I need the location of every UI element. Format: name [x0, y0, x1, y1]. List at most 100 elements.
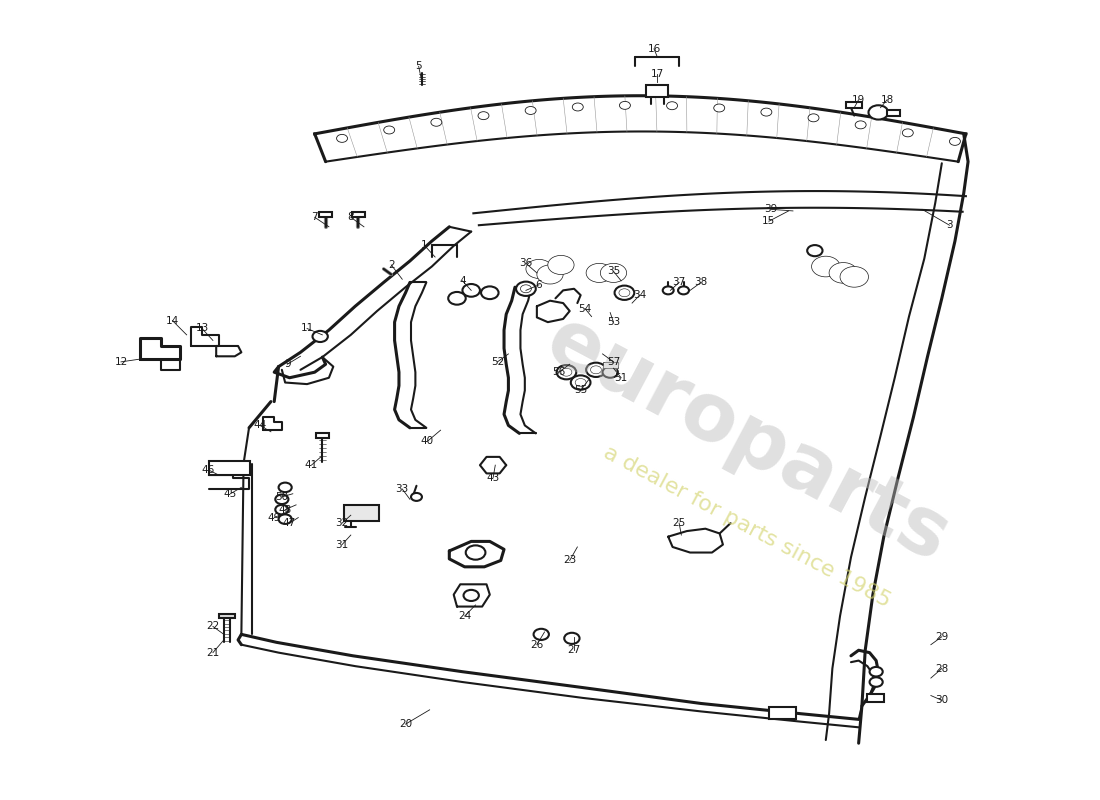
Text: 48: 48 — [278, 505, 292, 514]
Text: 12: 12 — [114, 357, 128, 367]
Text: 29: 29 — [935, 632, 948, 642]
Text: 54: 54 — [579, 304, 592, 314]
Text: 39: 39 — [764, 204, 778, 214]
Circle shape — [384, 126, 395, 134]
Text: 47: 47 — [283, 518, 296, 528]
Circle shape — [619, 102, 630, 110]
Text: 16: 16 — [647, 44, 661, 54]
Circle shape — [561, 368, 572, 376]
Text: 2: 2 — [388, 260, 395, 270]
Circle shape — [714, 104, 725, 112]
Circle shape — [553, 259, 569, 270]
Circle shape — [817, 260, 835, 273]
Text: 13: 13 — [196, 323, 209, 334]
Text: 27: 27 — [568, 646, 581, 655]
Bar — [868, 694, 883, 702]
Bar — [209, 461, 250, 475]
Circle shape — [870, 678, 882, 686]
Text: 8: 8 — [348, 212, 354, 222]
Circle shape — [278, 482, 292, 492]
Circle shape — [431, 118, 442, 126]
Circle shape — [411, 493, 422, 501]
Circle shape — [278, 514, 292, 524]
Circle shape — [564, 633, 580, 644]
Circle shape — [312, 331, 328, 342]
Circle shape — [840, 266, 869, 287]
Text: 43: 43 — [486, 473, 499, 483]
Text: 32: 32 — [336, 518, 349, 528]
Text: 19: 19 — [852, 94, 866, 105]
Text: 44: 44 — [253, 421, 266, 430]
Text: 26: 26 — [530, 640, 543, 650]
Text: 23: 23 — [563, 555, 576, 566]
Circle shape — [592, 267, 607, 278]
Text: 9: 9 — [284, 359, 290, 370]
Circle shape — [662, 286, 673, 294]
Text: 57: 57 — [607, 357, 620, 367]
Text: 18: 18 — [880, 94, 893, 105]
Text: 5: 5 — [416, 62, 422, 71]
Text: 41: 41 — [305, 460, 318, 470]
Circle shape — [678, 286, 689, 294]
Bar — [319, 212, 332, 218]
Text: 4: 4 — [459, 276, 465, 286]
Text: 31: 31 — [336, 539, 349, 550]
Circle shape — [619, 289, 630, 297]
Text: 28: 28 — [935, 663, 948, 674]
Text: europarts: europarts — [532, 301, 961, 578]
Circle shape — [586, 263, 613, 282]
Text: 20: 20 — [399, 719, 412, 729]
Bar — [846, 102, 862, 109]
Bar — [220, 614, 234, 618]
Bar — [647, 85, 668, 97]
Text: 38: 38 — [694, 278, 707, 287]
Circle shape — [812, 256, 840, 277]
Circle shape — [571, 375, 591, 390]
Bar — [769, 707, 796, 719]
Circle shape — [478, 112, 490, 120]
Text: 33: 33 — [396, 484, 409, 494]
Circle shape — [531, 263, 547, 274]
Text: 35: 35 — [607, 266, 620, 276]
Text: 56: 56 — [552, 367, 565, 377]
Circle shape — [526, 259, 552, 278]
Text: 37: 37 — [672, 278, 685, 287]
Circle shape — [870, 667, 882, 677]
Circle shape — [761, 108, 772, 116]
Text: 50: 50 — [275, 492, 288, 502]
Text: 7: 7 — [311, 212, 318, 222]
Circle shape — [548, 255, 574, 274]
Bar — [352, 212, 365, 218]
Circle shape — [337, 134, 348, 142]
Circle shape — [808, 114, 820, 122]
Circle shape — [902, 129, 913, 137]
Circle shape — [869, 106, 888, 119]
Bar — [887, 110, 900, 115]
Text: 11: 11 — [300, 323, 313, 334]
Text: 15: 15 — [762, 216, 776, 226]
Bar — [344, 505, 380, 521]
Circle shape — [601, 263, 627, 282]
Circle shape — [557, 365, 576, 379]
Text: 14: 14 — [166, 315, 179, 326]
Text: 51: 51 — [615, 373, 628, 382]
Circle shape — [542, 269, 558, 280]
Text: 24: 24 — [458, 611, 471, 621]
Circle shape — [586, 362, 606, 377]
Text: 49: 49 — [267, 513, 280, 522]
Text: a dealer for parts since 1985: a dealer for parts since 1985 — [600, 442, 894, 612]
Circle shape — [835, 266, 852, 279]
Circle shape — [448, 292, 465, 305]
Circle shape — [667, 102, 678, 110]
Text: 46: 46 — [202, 465, 216, 475]
Text: 25: 25 — [672, 518, 685, 528]
Circle shape — [606, 267, 621, 278]
Text: 17: 17 — [650, 70, 664, 79]
Text: 6: 6 — [536, 280, 542, 290]
Circle shape — [807, 245, 823, 256]
Circle shape — [516, 282, 536, 296]
Text: 45: 45 — [223, 489, 236, 498]
Circle shape — [275, 494, 288, 504]
Circle shape — [275, 505, 288, 514]
Circle shape — [949, 138, 960, 146]
